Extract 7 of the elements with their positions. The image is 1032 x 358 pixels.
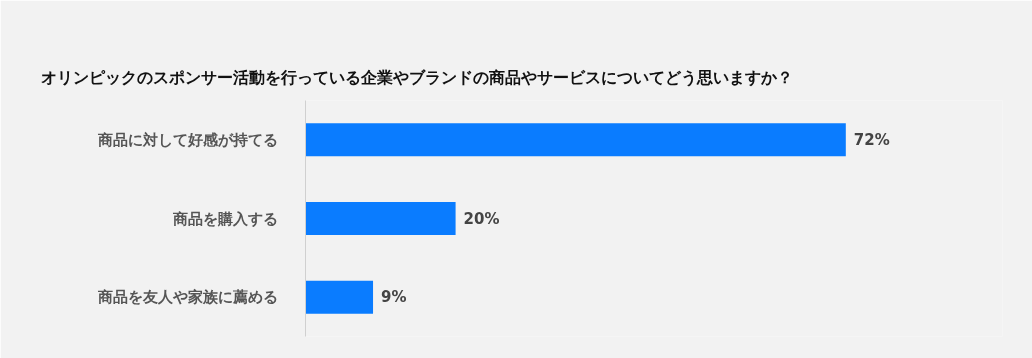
chart-title: オリンピックのスポンサー活動を行っている企業やブランドの商品やサービスについてどう思いますか？: [40, 67, 793, 87]
y-tick-label: 商品を友人や家族に薦める: [96, 288, 278, 307]
data-label: 20%: [463, 209, 500, 228]
data-label: 9%: [381, 288, 407, 307]
y-tick-label: 商品に対して好感が持てる: [96, 130, 278, 149]
y-tick-label: 商品を購入する: [171, 209, 278, 228]
data-label: 72%: [853, 130, 890, 149]
